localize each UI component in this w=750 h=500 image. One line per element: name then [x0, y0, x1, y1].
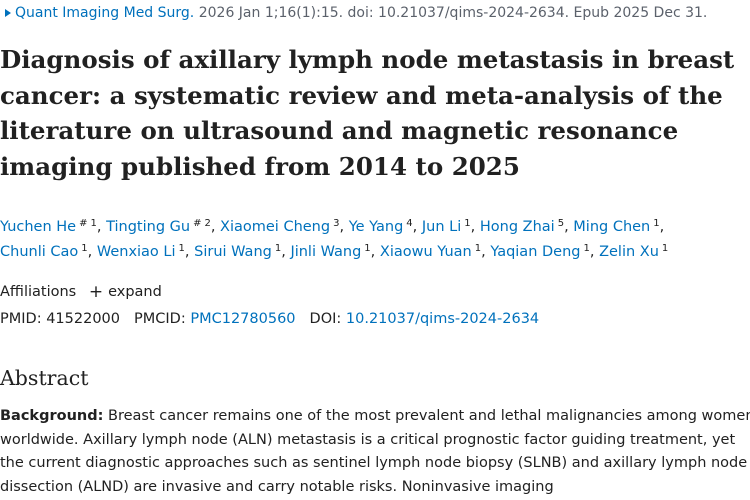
affiliation-number: 5: [557, 218, 565, 229]
author-affiliation-marker[interactable]: 1: [653, 218, 659, 229]
affiliation-number: 1: [464, 218, 471, 229]
author-affiliation-marker[interactable]: 1: [464, 218, 470, 229]
author-affiliation-marker[interactable]: 1: [275, 243, 281, 254]
affiliation-number: 2: [204, 218, 211, 229]
author-name-link[interactable]: Xiaomei Cheng: [220, 219, 331, 235]
author-affiliation-marker[interactable]: 1: [475, 243, 481, 254]
author-item: Yaqian Deng 1,: [490, 243, 595, 261]
pmcid-label: PMCID:: [134, 311, 186, 327]
affiliation-number: 1: [583, 243, 590, 254]
pmid-value: 41522000: [46, 311, 121, 327]
author-affiliation-marker[interactable]: #2: [193, 218, 211, 229]
author-item: Jun Li 1,: [421, 218, 476, 236]
author-name-link[interactable]: Jinli Wang: [290, 244, 362, 260]
affiliation-number: 1: [653, 218, 660, 229]
article-title: Diagnosis of axillary lymph node metasta…: [0, 45, 735, 181]
author-item: Chunli Cao 1,: [0, 243, 93, 261]
author-item: Tingting Gu #2,: [106, 218, 216, 236]
abstract-heading: Abstract: [0, 366, 89, 390]
expand-affiliations-button[interactable]: + expand: [88, 282, 162, 302]
identifiers-row: PMID: 41522000 PMCID: PMC12780560 DOI: 10.…: [0, 309, 539, 329]
affiliation-number: 1: [364, 243, 371, 254]
affiliation-number: 1: [178, 243, 185, 254]
expand-label: expand: [108, 284, 162, 300]
affiliation-number: 1: [661, 243, 669, 254]
author-item: Zelin Xu 1: [599, 243, 668, 261]
author-name-link[interactable]: Sirui Wang: [194, 244, 272, 260]
author-name-link[interactable]: Xiaowu Yuan: [379, 244, 472, 260]
author-name-link[interactable]: Zelin Xu: [599, 244, 659, 260]
author-item: Sirui Wang 1,: [194, 243, 286, 261]
author-item: Xiaomei Cheng 3,: [220, 218, 345, 236]
author-affiliation-marker[interactable]: #1: [79, 218, 97, 229]
author-name-link[interactable]: Yaqian Deng: [490, 244, 581, 260]
author-name-link[interactable]: Yuchen He: [0, 219, 77, 235]
author-name-link[interactable]: Ye Yang: [348, 219, 404, 235]
author-name-link[interactable]: Hong Zhai: [479, 219, 555, 235]
doi-link[interactable]: 10.21037/qims-2024-2634: [345, 311, 540, 327]
affiliation-number: 1: [474, 243, 482, 254]
author-affiliation-marker[interactable]: 4: [406, 218, 412, 229]
affiliation-number: 3: [333, 218, 340, 229]
author-name-link[interactable]: Wenxiao Li: [96, 244, 176, 260]
affiliation-number: 1: [81, 243, 88, 254]
affiliation-number: 4: [406, 218, 413, 229]
author-item: Ye Yang 4,: [348, 218, 418, 236]
author-item: Jinli Wang 1,: [290, 243, 376, 261]
plus-icon: +: [88, 282, 104, 302]
author-affiliation-marker[interactable]: 3: [333, 218, 339, 229]
author-affiliation-marker[interactable]: 1: [364, 243, 370, 254]
equal-contribution-marker: #: [79, 218, 88, 229]
affiliation-number: 1: [90, 218, 97, 229]
abstract-background-paragraph: Background: Breast cancer remains one of…: [0, 405, 750, 499]
affiliation-number: 1: [274, 243, 282, 254]
affiliations-row: Affiliations + expand: [0, 281, 162, 302]
author-item: Hong Zhai 5,: [479, 218, 569, 236]
equal-contribution-marker: #: [193, 218, 202, 229]
author-affiliation-marker[interactable]: 1: [81, 243, 87, 254]
author-name-link[interactable]: Jun Li: [421, 219, 462, 235]
author-name-link[interactable]: Tingting Gu: [106, 219, 191, 235]
author-name-link[interactable]: Ming Chen: [573, 219, 651, 235]
caret-right-icon[interactable]: [5, 8, 11, 17]
background-text: Breast cancer remains one of the most pr…: [0, 408, 750, 495]
author-item: Ming Chen 1,: [573, 218, 665, 236]
background-label: Background:: [0, 408, 104, 424]
journal-link[interactable]: Quant Imaging Med Surg.: [15, 5, 195, 21]
affiliations-label: Affiliations: [0, 284, 77, 300]
author-item: Xiaowu Yuan 1,: [379, 243, 486, 261]
author-item: Yuchen He #1,: [0, 218, 102, 236]
author-affiliation-marker[interactable]: 1: [583, 243, 589, 254]
pmcid-link[interactable]: PMC12780560: [190, 311, 296, 327]
author-affiliation-marker[interactable]: 1: [662, 243, 668, 254]
author-affiliation-marker[interactable]: 1: [179, 243, 185, 254]
pmid-label: PMID:: [0, 311, 42, 327]
citation-details: 2026 Jan 1;16(1):15. doi: 10.21037/qims-…: [198, 5, 708, 21]
author-item: Wenxiao Li 1,: [96, 243, 190, 261]
doi-label: DOI:: [309, 311, 342, 327]
author-affiliation-marker[interactable]: 5: [558, 218, 564, 229]
citation-line: Quant Imaging Med Surg. 2026 Jan 1;16(1)…: [0, 3, 707, 23]
author-list: Yuchen He #1, Tingting Gu #2, Xiaomei Chen…: [0, 215, 750, 265]
author-name-link[interactable]: Chunli Cao: [0, 244, 79, 260]
